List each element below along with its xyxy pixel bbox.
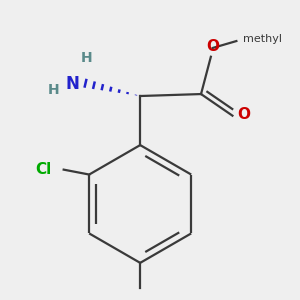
Text: N: N	[65, 75, 79, 93]
Text: Cl: Cl	[36, 162, 52, 177]
Text: O: O	[237, 107, 250, 122]
Text: H: H	[80, 51, 92, 64]
Text: methyl: methyl	[243, 34, 282, 44]
Text: methyl: methyl	[0, 299, 1, 300]
Text: H: H	[48, 83, 60, 97]
Text: O: O	[206, 39, 219, 54]
